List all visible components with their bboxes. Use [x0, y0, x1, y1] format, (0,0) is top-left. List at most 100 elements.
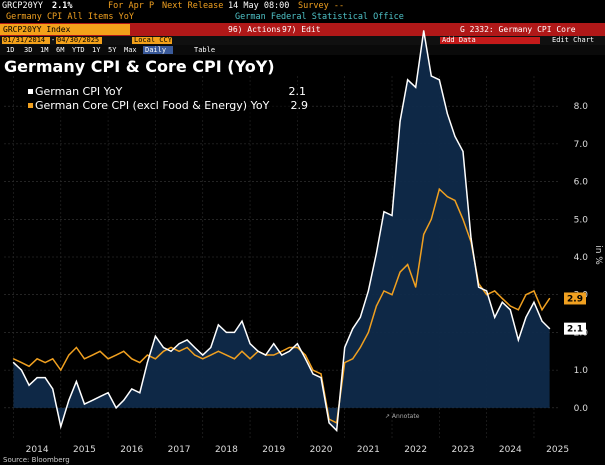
- cpi-point: [367, 290, 369, 292]
- x-tick-label: 2022: [404, 445, 427, 455]
- legend-value-cpi: 2.1: [288, 85, 307, 98]
- cpi-point: [241, 320, 243, 322]
- core-cpi-point: [438, 188, 440, 190]
- core-cpi-point: [154, 358, 157, 360]
- cpi-last-tag-box: [564, 322, 586, 335]
- cpi-point: [123, 399, 125, 401]
- core-cpi-point: [202, 358, 204, 360]
- cpi-point: [83, 403, 86, 405]
- cpi-point: [517, 339, 519, 341]
- x-tick-label: 2019: [262, 445, 285, 455]
- chart-legend: German CPI YoY 2.1 German Core CPI (excl…: [22, 85, 312, 119]
- cpi-point: [154, 335, 157, 337]
- core-cpi-point: [139, 361, 141, 364]
- period-3d[interactable]: 3D: [24, 46, 33, 54]
- command-bar: GRCP20YY Index 96) Actions 97) Edit G 23…: [0, 23, 605, 36]
- core-cpi-point: [115, 354, 117, 356]
- period-1y[interactable]: 1Y: [92, 46, 101, 54]
- security-description: Germany CPI All Items YoY German Federal…: [0, 12, 605, 23]
- end-date-field[interactable]: 04/30/2025: [56, 37, 102, 44]
- cpi-point: [139, 392, 141, 394]
- edit-chart-button[interactable]: Edit Chart: [552, 36, 595, 44]
- core-cpi-last-tag: 2.9: [567, 294, 583, 304]
- core-cpi-point: [344, 361, 346, 364]
- core-cpi-point: [501, 297, 503, 300]
- frequency-select[interactable]: Daily: [143, 46, 173, 54]
- cpi-point: [131, 388, 133, 390]
- x-tick-label: 2024: [499, 445, 522, 455]
- cpi-point: [178, 343, 180, 345]
- security-name: Germany CPI All Items YoY: [6, 12, 134, 22]
- cpi-point: [20, 369, 23, 371]
- core-cpi-point: [446, 196, 448, 198]
- cpi-point: [383, 211, 385, 213]
- cpi-point: [233, 331, 236, 334]
- cpi-point: [91, 399, 94, 401]
- cpi-point: [509, 309, 511, 311]
- core-cpi-point: [99, 350, 101, 352]
- cpi-point: [225, 331, 227, 334]
- legend-item-core-cpi[interactable]: German Core CPI (excl Food & Energy) YoY…: [22, 99, 312, 113]
- cpi-point: [146, 361, 148, 364]
- cpi-point: [257, 350, 259, 352]
- period-1m[interactable]: 1M: [40, 46, 49, 54]
- cpi-point: [430, 75, 432, 77]
- period-1d[interactable]: 1D: [6, 46, 15, 54]
- edit-menu[interactable]: 97) Edit: [282, 25, 321, 34]
- core-cpi-point: [407, 263, 409, 266]
- core-cpi-point: [525, 294, 527, 296]
- core-cpi-point: [281, 350, 283, 352]
- core-cpi-point: [68, 354, 70, 356]
- currency-field[interactable]: Local CCY: [132, 36, 172, 44]
- x-tick-label: 2016: [120, 445, 143, 455]
- cpi-point: [162, 346, 165, 349]
- x-tick-label: 2014: [26, 445, 49, 455]
- y-tick-label: 8.0: [574, 102, 589, 112]
- start-date-field[interactable]: 01/31/2014: [2, 37, 50, 44]
- y-axis-label: in %: [593, 245, 603, 265]
- add-data-field[interactable]: Add Data: [440, 37, 540, 44]
- cpi-point: [296, 343, 298, 345]
- core-cpi-point: [383, 290, 385, 292]
- cpi-point: [288, 350, 290, 352]
- period-5y[interactable]: 5Y: [108, 46, 117, 54]
- core-cpi-point: [391, 294, 393, 296]
- core-cpi-point: [454, 199, 456, 202]
- chart-title: Germany CPI & Core CPI (YoY): [4, 57, 275, 76]
- actions-menu[interactable]: 96) Actions: [228, 25, 281, 34]
- cpi-point: [446, 113, 448, 115]
- core-cpi-point: [375, 305, 378, 307]
- core-cpi-point: [60, 369, 62, 371]
- legend-label-core-cpi: German Core CPI (excl Food & Energy) YoY: [35, 99, 270, 112]
- period-ytd[interactable]: YTD: [72, 46, 85, 54]
- core-cpi-point: [75, 346, 77, 349]
- table-button[interactable]: Table: [194, 46, 216, 54]
- period-max[interactable]: Max: [124, 46, 137, 54]
- core-cpi-point: [36, 358, 38, 360]
- y-tick-label: 0.0: [574, 404, 589, 414]
- cpi-point: [75, 380, 77, 383]
- cpi-point: [454, 135, 456, 137]
- last-value: 2.1%: [52, 1, 73, 11]
- x-tick-label: 2021: [357, 445, 380, 455]
- next-release-label: Next Release: [162, 1, 224, 11]
- legend-swatch-core-cpi: [28, 103, 33, 108]
- cpi-point: [249, 343, 251, 345]
- cpi-point: [210, 346, 212, 349]
- core-cpi-point: [296, 346, 298, 349]
- period-6m[interactable]: 6M: [56, 46, 65, 54]
- ticker-symbol: GRCP20YY: [2, 1, 43, 11]
- cpi-point: [115, 407, 117, 409]
- survey-label: Survey --: [298, 1, 345, 11]
- legend-item-cpi[interactable]: German CPI YoY 2.1: [22, 85, 312, 99]
- index-field[interactable]: GRCP20YY Index: [0, 24, 130, 35]
- cpi-point: [265, 354, 267, 356]
- y-tick-label: 7.0: [574, 140, 589, 150]
- x-tick-label: 2015: [73, 445, 96, 455]
- core-cpi-point: [131, 358, 133, 360]
- core-cpi-point: [352, 358, 354, 360]
- core-cpi-point: [170, 346, 172, 349]
- period-toolbar: 1D 3D 1M 6M YTD 1Y 5Y Max Daily Table: [0, 45, 605, 55]
- cpi-point: [415, 86, 417, 88]
